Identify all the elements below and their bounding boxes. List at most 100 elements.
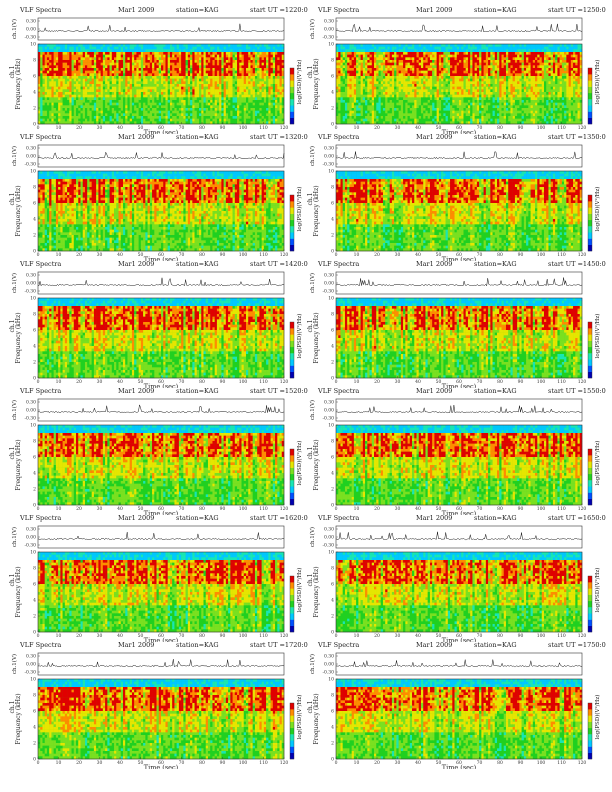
heatmap-cell bbox=[550, 44, 554, 47]
heatmap-cell bbox=[111, 57, 115, 61]
heatmap-cell bbox=[270, 73, 274, 77]
heatmap-cell bbox=[414, 62, 417, 66]
heatmap-cell bbox=[116, 100, 119, 103]
heatmap-cell bbox=[174, 65, 177, 69]
heatmap-cell bbox=[107, 76, 110, 79]
heatmap-cell bbox=[116, 105, 119, 109]
heatmap-cell bbox=[205, 62, 209, 66]
heatmap-cell bbox=[51, 46, 54, 50]
heatmap-cell bbox=[40, 70, 43, 74]
heatmap-cell bbox=[501, 52, 504, 55]
heatmap-cell bbox=[84, 57, 88, 61]
heatmap-cell bbox=[64, 62, 68, 66]
heatmap-cell bbox=[485, 46, 489, 50]
heatmap-cell bbox=[136, 62, 139, 66]
heatmap-cell bbox=[80, 86, 83, 90]
heatmap-cell bbox=[40, 84, 43, 87]
heatmap-cell bbox=[385, 68, 388, 71]
heatmap-cell bbox=[530, 46, 533, 50]
heatmap-cell bbox=[221, 102, 224, 106]
heatmap-cell bbox=[514, 65, 518, 69]
heatmap-cell bbox=[219, 86, 222, 90]
heatmap-cell bbox=[232, 65, 235, 69]
heatmap-cell bbox=[499, 44, 502, 47]
heatmap-cell bbox=[89, 54, 92, 58]
heatmap-cell bbox=[64, 94, 68, 98]
heatmap-cell bbox=[205, 116, 209, 119]
heatmap-cell bbox=[116, 94, 119, 98]
heatmap-cell bbox=[194, 89, 197, 93]
heatmap-cell bbox=[434, 44, 437, 47]
heatmap-cell bbox=[279, 86, 282, 90]
heatmap-cell bbox=[429, 62, 433, 66]
heatmap-cell bbox=[427, 81, 431, 85]
heatmap-cell bbox=[73, 89, 77, 93]
heatmap-cell bbox=[183, 81, 186, 85]
heatmap-cell bbox=[107, 105, 110, 109]
heatmap-cell bbox=[44, 70, 48, 74]
heatmap-cell bbox=[169, 84, 173, 87]
heatmap-cell bbox=[459, 57, 462, 61]
heatmap-cell bbox=[42, 100, 45, 103]
heatmap-cell bbox=[109, 78, 112, 82]
heatmap-cell bbox=[241, 52, 244, 55]
heatmap-cell bbox=[62, 110, 66, 114]
heatmap-cell bbox=[245, 86, 249, 90]
heatmap-cell bbox=[243, 108, 247, 111]
heatmap-cell bbox=[485, 70, 489, 74]
heatmap-cell bbox=[250, 65, 253, 69]
heatmap-cell bbox=[156, 65, 159, 69]
heatmap-cell bbox=[432, 62, 435, 66]
heatmap-cell bbox=[100, 100, 104, 103]
heatmap-cell bbox=[194, 81, 197, 85]
heatmap-cell bbox=[214, 81, 218, 85]
heatmap-cell bbox=[199, 65, 202, 69]
heatmap-cell bbox=[387, 70, 390, 74]
heatmap-cell bbox=[196, 78, 200, 82]
heatmap-cell bbox=[214, 118, 218, 122]
heatmap-cell bbox=[219, 49, 222, 53]
heatmap-cell bbox=[196, 116, 200, 119]
heatmap-cell bbox=[344, 68, 348, 71]
heatmap-cell bbox=[568, 54, 572, 58]
heatmap-cell bbox=[93, 113, 97, 117]
heatmap-cell bbox=[203, 70, 206, 74]
heatmap-cell bbox=[416, 76, 419, 79]
heatmap-cell bbox=[131, 118, 135, 122]
heatmap-cell bbox=[203, 52, 206, 55]
heatmap-cell bbox=[76, 102, 79, 106]
heatmap-cell bbox=[257, 60, 260, 63]
heatmap-cell bbox=[91, 52, 95, 55]
heatmap-cell bbox=[450, 49, 453, 53]
heatmap-cell bbox=[192, 84, 195, 87]
heatmap-cell bbox=[245, 44, 249, 47]
heatmap-cell bbox=[138, 65, 142, 69]
heatmap-cell bbox=[154, 62, 157, 66]
heatmap-cell bbox=[89, 78, 92, 82]
heatmap-cell bbox=[228, 108, 231, 111]
heatmap-cell bbox=[161, 46, 164, 50]
heatmap-cell bbox=[467, 70, 471, 74]
heatmap-cell bbox=[118, 97, 121, 101]
heatmap-cell bbox=[205, 94, 209, 98]
heatmap-cell bbox=[257, 49, 260, 53]
heatmap-cell bbox=[245, 49, 249, 53]
heatmap-cell bbox=[183, 94, 186, 98]
heatmap-cell bbox=[98, 62, 101, 66]
heatmap-cell bbox=[447, 44, 451, 47]
heatmap-cell bbox=[254, 52, 258, 55]
heatmap-cell bbox=[87, 84, 90, 87]
heatmap-cell bbox=[259, 73, 262, 77]
heatmap-cell bbox=[187, 86, 191, 90]
heatmap-cell bbox=[46, 86, 50, 90]
heatmap-cell bbox=[263, 70, 267, 74]
heatmap-cell bbox=[382, 78, 386, 82]
heatmap-cell bbox=[517, 54, 520, 58]
heatmap-cell bbox=[82, 110, 86, 114]
heatmap-cell bbox=[261, 100, 265, 103]
heatmap-cell bbox=[261, 52, 265, 55]
heatmap-cell bbox=[234, 94, 238, 98]
heatmap-cell bbox=[263, 65, 267, 69]
heatmap-cell bbox=[241, 118, 244, 122]
heatmap-cell bbox=[129, 110, 133, 114]
